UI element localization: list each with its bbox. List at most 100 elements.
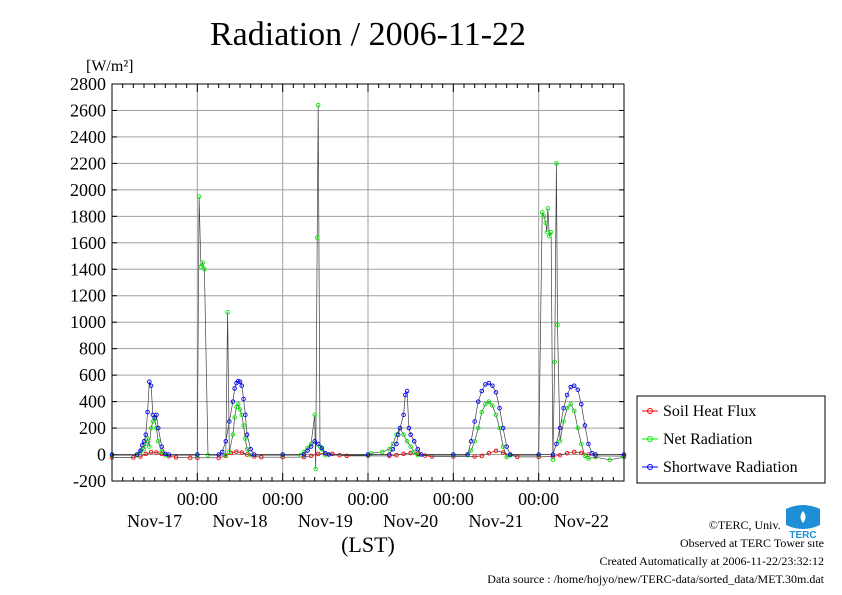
data-point <box>586 456 591 461</box>
data-point <box>230 432 236 437</box>
data-point <box>305 448 310 453</box>
legend: Soil Heat Flux Net Radiation Shortwave Rad… <box>636 395 826 484</box>
data-point <box>308 453 314 459</box>
date-label: Nov-19 <box>298 511 353 531</box>
data-point <box>544 229 550 235</box>
data-point <box>479 409 485 415</box>
data-point <box>408 444 413 449</box>
data-point <box>504 444 509 449</box>
y-tick-label: 200 <box>79 418 106 438</box>
data-point <box>227 449 232 455</box>
data-point <box>196 194 202 199</box>
y-axis-unit: [W/m²] <box>86 58 133 75</box>
data-point <box>493 412 499 418</box>
series-shortwave-radiation <box>109 378 627 457</box>
data-point <box>155 439 161 444</box>
data-point <box>404 388 410 394</box>
data-point <box>223 439 229 444</box>
data-point <box>395 432 401 437</box>
data-point <box>216 452 221 457</box>
data-point <box>472 419 477 424</box>
legend-label: Soil Heat Flux <box>663 403 756 420</box>
data-point <box>315 441 321 447</box>
credit-created: Created Automatically at 2006-11-22/23:3… <box>599 554 824 568</box>
data-point <box>219 449 225 455</box>
data-point <box>561 405 566 411</box>
data-point <box>239 450 245 455</box>
data-point <box>319 445 325 451</box>
data-point <box>243 436 248 441</box>
data-point <box>155 425 161 431</box>
data-point <box>147 444 152 449</box>
date-label: Nov-18 <box>213 511 268 531</box>
data-point <box>379 449 385 455</box>
data-point <box>486 450 492 456</box>
data-point <box>248 446 253 452</box>
data-point <box>493 390 499 395</box>
data-point <box>557 452 563 458</box>
date-label: Nov-17 <box>127 511 182 531</box>
legend-marker <box>647 436 653 442</box>
data-point <box>547 233 552 239</box>
data-point <box>148 383 154 388</box>
y-tick-label: 0 <box>97 445 106 465</box>
legend-box <box>636 395 826 484</box>
data-point <box>131 455 136 460</box>
data-point <box>159 444 165 449</box>
legend-marker <box>647 464 653 470</box>
data-point <box>490 403 495 408</box>
data-point <box>493 448 499 454</box>
data-point <box>243 412 248 418</box>
y-tick-label: 1600 <box>70 233 106 253</box>
data-point <box>575 425 581 431</box>
data-point <box>227 419 232 424</box>
data-point <box>486 399 492 404</box>
data-point <box>313 466 318 472</box>
data-point <box>312 439 317 444</box>
data-point <box>554 441 559 447</box>
data-point <box>419 452 424 457</box>
y-tick-label: 1000 <box>70 312 106 332</box>
y-axis-ticks: -200 0 200 400 600 800 1000 1200 1400 1600 1800 200… <box>70 74 624 491</box>
series-line <box>112 380 624 455</box>
data-point <box>539 210 545 215</box>
data-point <box>541 214 547 219</box>
data-point <box>500 425 506 431</box>
data-point <box>315 451 321 457</box>
legend-label: Shortwave Radiation <box>663 459 798 476</box>
data-point <box>475 425 481 431</box>
data-point <box>166 452 172 457</box>
data-point <box>225 310 230 315</box>
data-point <box>147 379 152 385</box>
data-point <box>173 455 179 460</box>
data-point <box>554 161 559 166</box>
data-point <box>479 388 485 394</box>
data-point <box>195 452 200 457</box>
data-point <box>139 443 145 448</box>
date-label: Nov-21 <box>469 511 524 531</box>
data-point <box>586 441 591 447</box>
data-point <box>543 220 549 226</box>
data-point <box>579 441 584 447</box>
data-point <box>582 453 588 459</box>
data-point <box>497 405 502 411</box>
legend-marker <box>647 408 653 414</box>
data-point <box>479 453 485 459</box>
data-point <box>314 235 320 240</box>
grid-lines <box>112 83 624 482</box>
credit-source: Data source : /home/hojyo/new/TERC-data/… <box>487 572 824 586</box>
y-tick-label: 1400 <box>70 259 106 279</box>
data-point <box>490 383 495 388</box>
data-point <box>472 454 477 459</box>
data-point <box>394 441 399 447</box>
logo-text: TERC <box>789 530 816 541</box>
data-point <box>550 457 556 463</box>
y-tick-label: 2200 <box>70 153 106 173</box>
y-tick-label: 800 <box>79 339 106 359</box>
data-point <box>408 432 413 437</box>
data-point <box>564 392 570 398</box>
data-point <box>239 383 245 388</box>
y-tick-label: 2800 <box>70 74 106 94</box>
